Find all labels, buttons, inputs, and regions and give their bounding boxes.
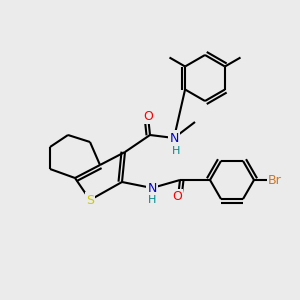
Text: H: H (172, 146, 180, 156)
Text: N: N (169, 131, 179, 145)
Text: S: S (86, 194, 94, 206)
Text: Br: Br (268, 173, 282, 187)
Text: O: O (172, 190, 182, 203)
Text: H: H (148, 195, 156, 205)
Text: O: O (143, 110, 153, 122)
Text: N: N (147, 182, 157, 194)
